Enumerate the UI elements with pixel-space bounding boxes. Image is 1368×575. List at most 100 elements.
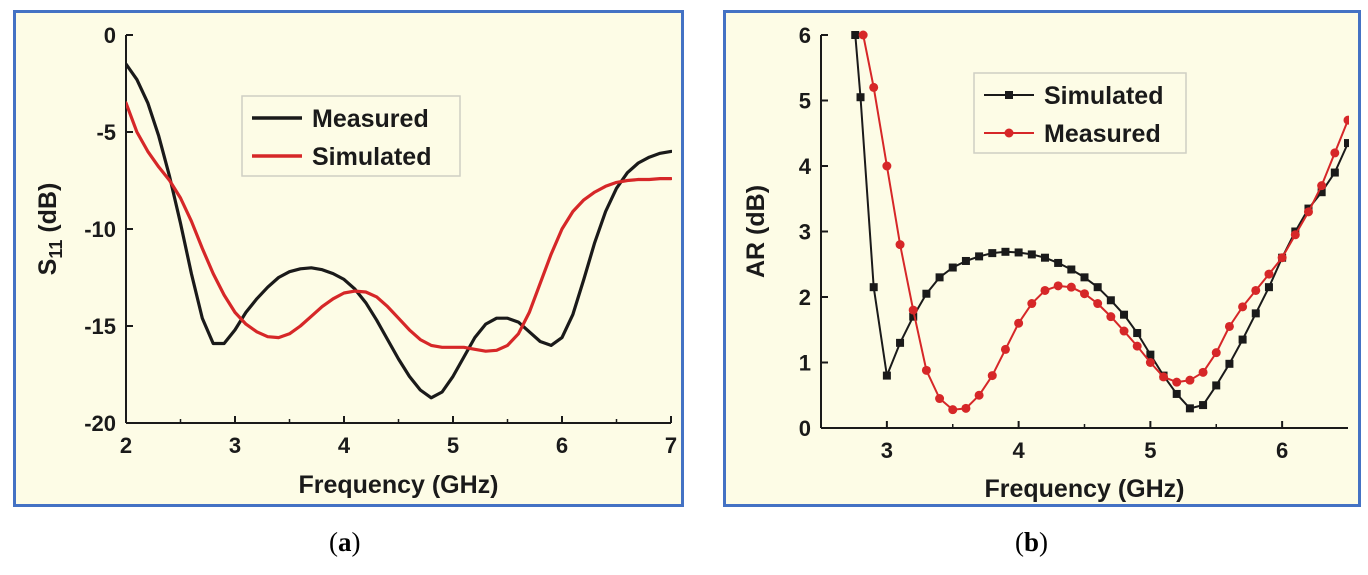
chart-panel-a: 2 3 4 5 6 7 0 -5 -10 -15 -20 Frequency (GHz) S11 (dB… — [13, 10, 684, 507]
legend-box — [241, 95, 461, 177]
y-tick-label: 0 — [799, 416, 811, 441]
x-axis-label: Frequency (GHz) — [298, 471, 498, 499]
data-point — [922, 289, 931, 298]
data-point — [988, 249, 997, 258]
y-tick-label: -15 — [84, 314, 116, 339]
data-point — [1146, 350, 1155, 359]
y-tick-label: 2 — [799, 285, 811, 310]
data-point — [1132, 341, 1142, 351]
data-point — [1080, 273, 1089, 282]
y-tick-label: 5 — [799, 89, 811, 114]
data-point — [1238, 335, 1247, 344]
legend-label: Measured — [312, 105, 429, 133]
x-tick-label: 3 — [229, 433, 241, 458]
data-point — [1093, 283, 1102, 292]
data-point — [1251, 309, 1260, 318]
data-point — [1159, 372, 1169, 382]
data-point — [1330, 168, 1339, 177]
data-point — [856, 93, 865, 102]
data-point — [948, 263, 957, 272]
data-point — [961, 256, 970, 265]
y-tick-label: -10 — [84, 217, 116, 242]
data-point — [1027, 250, 1036, 259]
data-point — [1290, 230, 1300, 240]
data-point — [1224, 321, 1234, 331]
data-point — [1344, 139, 1349, 148]
x-tick-label: 3 — [881, 438, 893, 463]
data-point — [882, 161, 892, 171]
data-point — [935, 394, 945, 404]
data-point — [1199, 401, 1208, 410]
plot-area — [126, 62, 672, 400]
data-point — [1211, 348, 1221, 358]
data-point — [1040, 253, 1049, 262]
data-point — [987, 371, 997, 381]
data-point — [1093, 299, 1103, 309]
legend-box — [973, 72, 1187, 154]
data-point — [895, 240, 905, 250]
data-point — [1014, 248, 1023, 257]
data-point — [1106, 312, 1116, 322]
data-point — [1027, 299, 1037, 309]
y-tick-label: -5 — [96, 120, 116, 145]
data-point — [1317, 181, 1327, 191]
data-point — [1080, 289, 1089, 299]
y-tick-label: 4 — [799, 154, 812, 179]
y-axis-label: AR (dB) — [742, 185, 770, 278]
data-point — [1067, 265, 1076, 274]
data-point — [869, 82, 879, 92]
data-point — [1238, 302, 1248, 312]
legend-label: Measured — [1044, 120, 1161, 148]
data-point — [1053, 281, 1063, 291]
data-point — [1172, 377, 1182, 387]
data-point — [961, 403, 971, 413]
ar-chart: 3 4 5 6 0 1 2 3 4 5 6 Frequency (GHz) AR (dB) Simulat… — [742, 23, 1349, 503]
caption-a-letter: a — [338, 527, 352, 557]
y-tick-label: -20 — [84, 411, 116, 436]
legend-label: Simulated — [312, 143, 431, 171]
y-tick-label: 3 — [799, 220, 811, 245]
data-point — [975, 252, 984, 261]
data-point — [1264, 283, 1273, 292]
x-tick-label: 4 — [1013, 438, 1026, 463]
y-axis-label: S11 (dB) — [34, 183, 66, 276]
data-point — [921, 365, 931, 375]
data-point — [1185, 375, 1195, 385]
data-point — [1120, 310, 1129, 319]
x-tick-label: 5 — [1144, 438, 1156, 463]
data-point — [935, 273, 944, 282]
plot-area — [851, 30, 1349, 415]
s11-chart: 2 3 4 5 6 7 0 -5 -10 -15 -20 Frequency (GHz) S11 (dB… — [34, 23, 677, 499]
data-point — [1066, 282, 1076, 292]
data-point — [1054, 258, 1063, 267]
y-tick-label: 1 — [799, 351, 811, 376]
data-point — [1133, 329, 1142, 338]
x-tick-label: 6 — [556, 433, 568, 458]
data-point — [858, 30, 868, 40]
data-point — [1106, 296, 1115, 305]
chart-panel-b: 3 4 5 6 0 1 2 3 4 5 6 Frequency (GHz) AR (dB) Simulat… — [723, 10, 1361, 507]
x-tick-label: 6 — [1276, 438, 1288, 463]
data-point — [1343, 115, 1349, 125]
data-point — [1330, 148, 1340, 158]
y-tick-label: 0 — [104, 23, 116, 48]
data-point — [908, 305, 918, 315]
data-point — [1119, 326, 1129, 336]
x-tick-label: 4 — [338, 433, 351, 458]
data-point — [1317, 188, 1326, 197]
data-point — [1000, 344, 1010, 354]
data-point — [1303, 207, 1313, 217]
y-tick-label: 6 — [799, 23, 811, 48]
data-point — [851, 31, 860, 39]
data-point — [1185, 404, 1194, 413]
data-point — [909, 312, 918, 321]
legend-marker — [1005, 91, 1013, 99]
series-line-simulated — [126, 101, 672, 353]
x-tick-label: 2 — [120, 433, 132, 458]
data-point — [1145, 358, 1155, 367]
x-tick-label: 5 — [447, 433, 459, 458]
data-point — [1212, 381, 1221, 390]
data-point — [1040, 285, 1050, 295]
x-tick-label: 7 — [665, 433, 677, 458]
caption-b-letter: b — [1024, 527, 1040, 557]
